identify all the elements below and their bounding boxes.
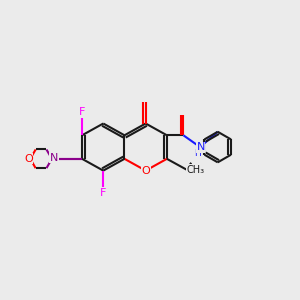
Text: N: N xyxy=(50,153,58,163)
Text: N: N xyxy=(196,142,205,152)
Text: O: O xyxy=(141,166,150,176)
Text: F: F xyxy=(79,107,85,117)
Text: O: O xyxy=(24,154,33,164)
Text: F: F xyxy=(100,188,106,198)
Text: CH₃: CH₃ xyxy=(186,165,204,175)
Text: H: H xyxy=(194,149,201,158)
